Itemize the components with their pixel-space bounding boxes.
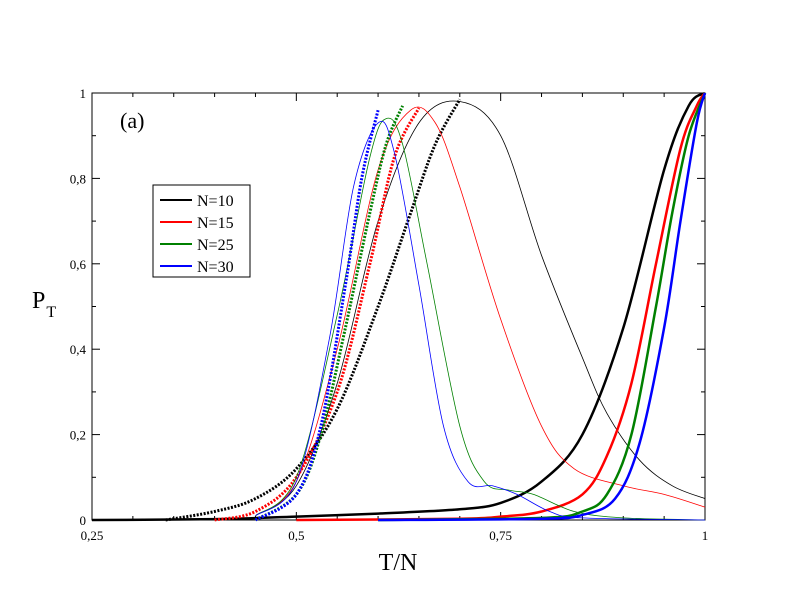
y-tick-label: 0,2 [70, 428, 86, 443]
y-axis-title-sub: T [46, 304, 56, 321]
y-tick-label: 0,8 [70, 171, 86, 186]
legend-label-n15: N=15 [197, 215, 234, 232]
x-axis-title: T/N [379, 550, 418, 576]
plot-frame [91, 92, 706, 521]
y-axis-title-main: P [32, 288, 45, 314]
legend-label-n25: N=25 [197, 237, 234, 254]
series-n30-thick-curve [378, 92, 707, 522]
series-n30-thin-peak [255, 120, 706, 521]
series-n15-dotted-rise [214, 107, 421, 522]
y-tick-label: 0,6 [70, 257, 87, 272]
y-tick-label: 1 [80, 86, 87, 101]
y-tick-label: 0,4 [70, 342, 87, 357]
series-n25-thick-curve [378, 92, 707, 522]
series-n10-thick-curve [91, 91, 706, 522]
legend-label-n10: N=10 [197, 193, 234, 210]
series-n25-thin-peak [255, 117, 706, 521]
series-n25-dotted-rise [254, 105, 404, 522]
y-tick-label: 0 [80, 513, 87, 528]
x-tick-label: 1 [702, 528, 709, 543]
x-tick-label: 0,75 [489, 528, 512, 543]
series-n10-thin-peak [255, 100, 706, 517]
x-tick-label: 0,25 [81, 528, 104, 543]
legend-label-n30: N=30 [197, 259, 234, 276]
legend: N=10 N=15 N=25 N=30 [152, 184, 251, 278]
y-axis-title: PT [32, 288, 56, 321]
plot-area [91, 91, 707, 522]
axis-ticks: 0,25 0,5 0,75 1 0 0,2 0,4 0,6 0,8 1 [70, 86, 709, 543]
series-n30-dotted-rise [254, 109, 380, 522]
series-n15-thick-curve [296, 92, 707, 522]
x-tick-label: 0,5 [288, 528, 304, 543]
series-n15-thin-peak [255, 106, 706, 517]
series-n10-dotted-rise [165, 98, 462, 522]
panel-label: (a) [120, 108, 144, 133]
